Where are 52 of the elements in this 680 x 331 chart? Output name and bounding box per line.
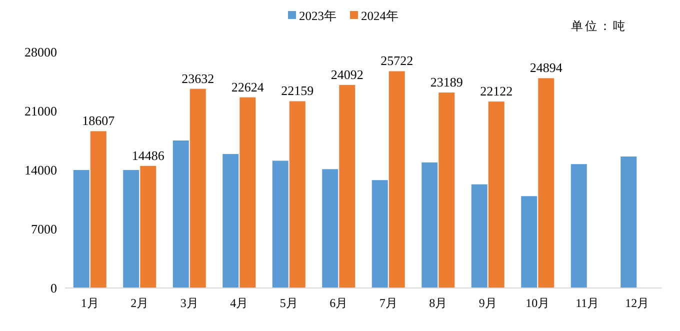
bar <box>339 84 356 288</box>
data-label: 14486 <box>132 148 165 163</box>
text: 单位：吨 <box>571 19 627 33</box>
bar <box>521 196 538 288</box>
x-tick-label: 8月 <box>429 296 448 310</box>
bar <box>190 88 206 288</box>
bar <box>272 160 288 288</box>
data-label: 22624 <box>231 79 264 94</box>
bar <box>240 97 256 288</box>
bar <box>289 101 306 288</box>
y-tick-label: 21000 <box>24 104 57 118</box>
x-tick-label: 6月 <box>330 296 348 310</box>
y-tick-label: 28000 <box>24 44 57 60</box>
x-tick-label: 2月 <box>130 296 149 310</box>
data-label: 24894 <box>530 60 563 76</box>
bar <box>570 164 587 288</box>
bar <box>322 169 338 288</box>
bar <box>471 184 488 288</box>
bar <box>422 162 438 288</box>
bar <box>620 156 637 288</box>
bar <box>488 102 504 288</box>
legend-label: 2024年 <box>361 9 399 23</box>
bar <box>140 166 156 288</box>
bar <box>438 92 455 288</box>
bar <box>73 170 90 288</box>
bar <box>123 170 140 288</box>
data-label: 23632 <box>182 70 214 86</box>
bar <box>172 140 189 288</box>
legend-label: 2023年 <box>299 9 337 23</box>
bar <box>538 78 554 288</box>
x-tick-label: 4月 <box>230 296 248 310</box>
data-label: 25722 <box>380 53 414 68</box>
bar <box>222 154 239 288</box>
data-label: 24092 <box>330 66 364 82</box>
data-label: 18607 <box>82 113 116 128</box>
y-tick-label: 0 <box>50 280 57 296</box>
x-tick-label: 5月 <box>280 296 298 310</box>
x-tick-label: 10月 <box>526 296 550 310</box>
data-label: 22122 <box>480 84 513 99</box>
bar <box>372 180 388 288</box>
x-tick-label: 7月 <box>379 296 398 310</box>
data-label: 22159 <box>281 83 314 98</box>
x-tick-label: 3月 <box>180 296 198 310</box>
data-label: 23189 <box>430 74 463 90</box>
x-tick-label: 11月 <box>576 296 600 310</box>
x-tick-label: 1月 <box>80 296 99 310</box>
y-tick-label: 7000 <box>31 222 57 236</box>
bar <box>90 131 106 288</box>
bar <box>388 71 405 288</box>
x-tick-label: 9月 <box>478 296 497 310</box>
x-tick-label: 12月 <box>625 296 650 310</box>
y-tick-label: 14000 <box>24 162 57 178</box>
